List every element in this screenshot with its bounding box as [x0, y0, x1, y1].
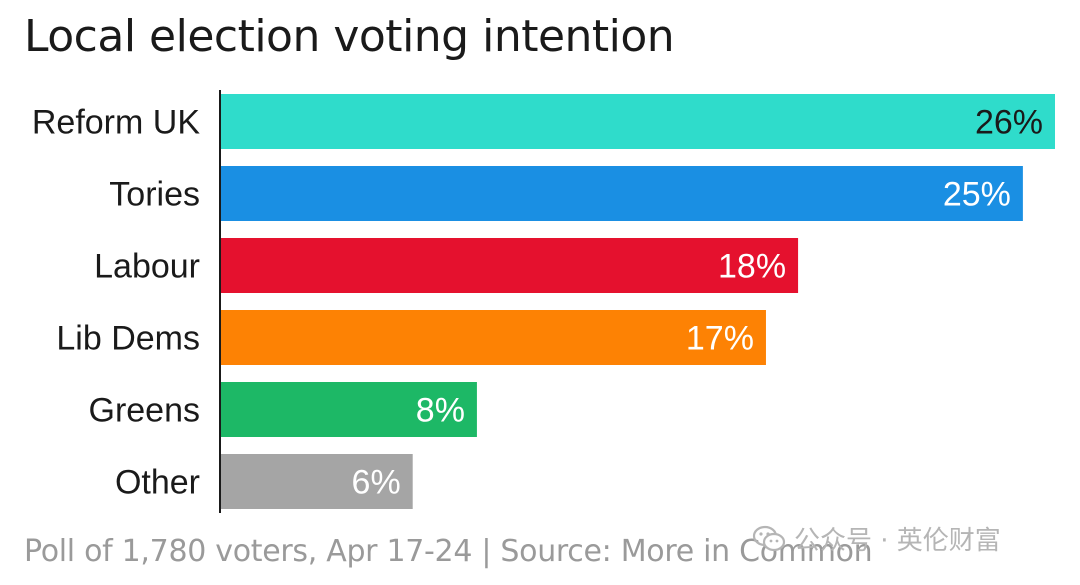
bars-layer — [220, 94, 1055, 509]
value-label-reform-uk: 26% — [975, 104, 1043, 142]
value-label-other: 6% — [352, 464, 401, 502]
watermark: 公众号 · 英伦财富 — [752, 520, 1001, 557]
watermark-text: 公众号 · 英伦财富 — [794, 526, 1001, 556]
bar-labour — [220, 238, 799, 293]
wechat-icon — [752, 525, 786, 551]
category-labels-layer: Reform UK Tories Labour Lib Dems Greens Other — [32, 104, 200, 502]
value-label-labour: 18% — [718, 248, 786, 286]
bar-tories — [220, 166, 1023, 221]
bar-reform-uk — [220, 94, 1055, 149]
category-label-labour: Labour — [94, 248, 200, 286]
bar-other — [220, 454, 413, 509]
value-label-tories: 25% — [943, 176, 1011, 214]
value-label-greens: 8% — [416, 392, 465, 430]
category-label-greens: Greens — [89, 392, 201, 430]
chart-footer: Poll of 1,780 voters, Apr 17-24 | Source… — [24, 534, 873, 569]
bar-greens — [220, 382, 477, 437]
bar-lib-dems — [220, 310, 766, 365]
category-label-lib-dems: Lib Dems — [56, 320, 200, 358]
category-label-other: Other — [115, 464, 200, 502]
value-labels-layer: 26% 25% 18% 17% 8% 6% — [352, 104, 1043, 502]
value-label-lib-dems: 17% — [686, 320, 754, 358]
chart-title: Local election voting intention — [24, 11, 675, 62]
category-label-tories: Tories — [109, 176, 200, 214]
category-label-reform-uk: Reform UK — [32, 104, 200, 142]
